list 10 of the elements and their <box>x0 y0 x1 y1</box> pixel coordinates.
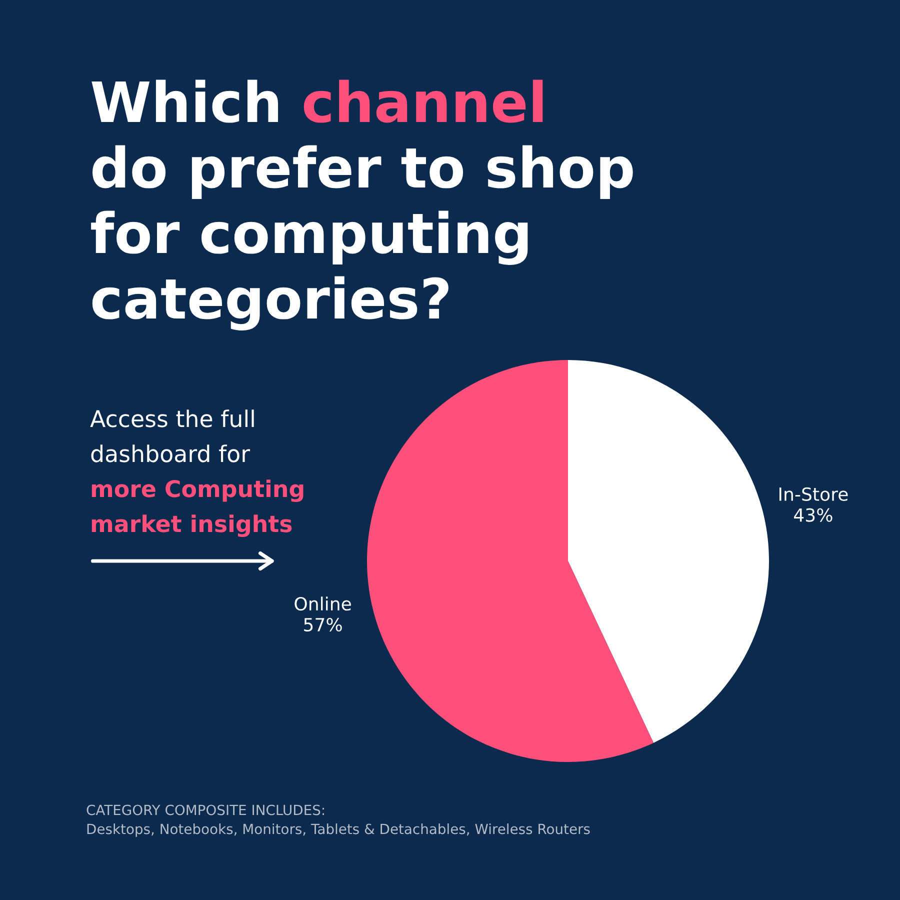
text: CATEGORY COMPOSITE INCLUDES: Desktops, Notebooks, Monitors, Tablets & Detachables, Wireless Routers <box>86 804 590 837</box>
pie-slice <box>367 360 654 762</box>
text: more Computing market insights <box>92 480 304 537</box>
chart-title: Which channel do prefer to shop for computing categories? <box>91 80 633 330</box>
pie-slice <box>568 360 769 743</box>
slice-label: Online <box>294 596 351 611</box>
slice-label: In-Store <box>779 487 848 501</box>
text: Access the full dashboard for <box>90 410 254 462</box>
data-label: 57% <box>304 618 342 632</box>
data-label: 43% <box>794 508 832 522</box>
